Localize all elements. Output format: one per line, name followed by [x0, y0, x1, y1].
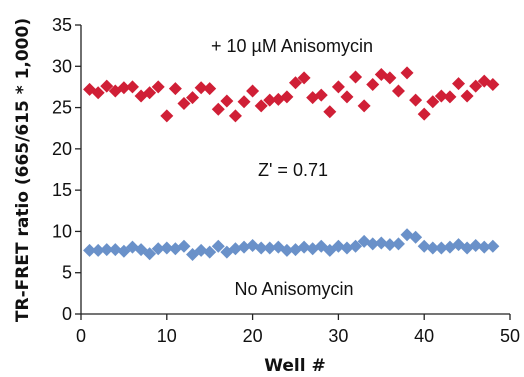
annotation-z-prime: Z' = 0.71	[258, 160, 328, 180]
anisomycin-point	[91, 86, 105, 100]
anisomycin-point	[168, 82, 182, 96]
no-anisomycin-point	[477, 240, 491, 254]
x-tick-label: 20	[243, 326, 263, 346]
anisomycin-point	[417, 107, 431, 121]
anisomycin-point	[203, 82, 217, 96]
anisomycin-point	[246, 84, 260, 98]
no-anisomycin-point	[83, 243, 97, 257]
no-anisomycin-point	[100, 243, 114, 257]
no-anisomycin-point	[349, 239, 363, 253]
anisomycin-point	[117, 81, 131, 95]
y-tick-label: 15	[52, 180, 72, 200]
anisomycin-point	[400, 66, 414, 80]
no-anisomycin-point	[211, 239, 225, 253]
anisomycin-point	[340, 90, 354, 104]
annotation-unstimulated: No Anisomycin	[234, 279, 353, 299]
x-tick-label: 40	[414, 326, 434, 346]
y-tick-label: 5	[62, 263, 72, 283]
no-anisomycin-point	[108, 243, 122, 257]
no-anisomycin-point	[340, 241, 354, 255]
no-anisomycin-point	[134, 243, 148, 257]
no-anisomycin-point	[203, 245, 217, 259]
anisomycin-point	[125, 80, 139, 94]
anisomycin-point	[100, 79, 114, 93]
anisomycin-point	[194, 81, 208, 95]
no-anisomycin-point	[426, 241, 440, 255]
anisomycin-point	[263, 93, 277, 107]
anisomycin-point	[366, 77, 380, 91]
y-tick-label: 0	[62, 304, 72, 324]
no-anisomycin-point	[366, 237, 380, 251]
no-anisomycin-point	[409, 230, 423, 244]
no-anisomycin-point	[383, 238, 397, 252]
no-anisomycin-point	[374, 236, 388, 250]
y-tick-label: 35	[52, 15, 72, 35]
no-anisomycin-point	[469, 238, 483, 252]
anisomycin-point	[186, 91, 200, 105]
anisomycin-point	[383, 71, 397, 85]
anisomycin-point	[486, 77, 500, 91]
no-anisomycin-point	[434, 241, 448, 255]
no-anisomycin-point	[331, 239, 345, 253]
anisomycin-point	[211, 102, 225, 116]
data-markers	[83, 66, 500, 262]
no-anisomycin-point	[194, 243, 208, 257]
anisomycin-point	[289, 76, 302, 90]
no-anisomycin-point	[143, 247, 157, 261]
x-tick-label: 0	[76, 326, 86, 346]
anisomycin-point	[228, 109, 242, 123]
no-anisomycin-point	[237, 240, 251, 254]
x-tick-label: 10	[157, 326, 177, 346]
anisomycin-point	[297, 71, 311, 85]
anisomycin-point	[323, 105, 337, 119]
annotation-stimulated: + 10 µM Anisomycin	[211, 36, 373, 56]
x-tick-label: 30	[328, 326, 348, 346]
anisomycin-point	[177, 96, 191, 110]
anisomycin-point	[280, 90, 294, 104]
anisomycin-point	[357, 99, 371, 113]
anisomycin-point	[443, 90, 457, 104]
no-anisomycin-point	[254, 241, 268, 255]
no-anisomycin-point	[228, 242, 242, 256]
anisomycin-point	[151, 80, 165, 94]
x-tick-label: 50	[500, 326, 520, 346]
anisomycin-point	[314, 88, 328, 102]
no-anisomycin-point	[177, 239, 191, 253]
y-tick-label: 30	[52, 56, 72, 76]
y-tick-label: 25	[52, 98, 72, 118]
anisomycin-point	[426, 95, 440, 109]
no-anisomycin-point	[486, 239, 500, 253]
anisomycin-point	[409, 93, 423, 107]
no-anisomycin-point	[417, 239, 431, 253]
anisomycin-point	[254, 99, 268, 113]
anisomycin-point	[331, 80, 345, 94]
anisomycin-point	[143, 86, 157, 100]
anisomycin-point	[452, 77, 466, 91]
anisomycin-point	[349, 70, 363, 84]
no-anisomycin-point	[263, 241, 277, 255]
anisomycin-point	[220, 94, 234, 108]
anisomycin-point	[237, 95, 251, 109]
no-anisomycin-point	[280, 243, 294, 257]
y-tick-label: 10	[52, 221, 72, 241]
tick-labels: 0 5 10 15 20 25 30 35 0 10 20 30 40 50	[52, 15, 520, 346]
x-axis-title: Well #	[264, 356, 326, 376]
no-anisomycin-point	[391, 237, 405, 251]
anisomycin-point	[391, 84, 405, 98]
no-anisomycin-point	[160, 241, 174, 255]
y-tick-label: 20	[52, 139, 72, 159]
y-axis-title: TR-FRET ratio (665/615 * 1,000)	[13, 18, 33, 322]
anisomycin-point	[460, 89, 474, 103]
no-anisomycin-point	[297, 240, 311, 254]
no-anisomycin-point	[151, 242, 165, 256]
anisomycin-point	[469, 79, 483, 93]
axes	[75, 24, 511, 320]
anisomycin-point	[160, 109, 174, 123]
anisomycin-point	[434, 89, 448, 103]
no-anisomycin-point	[91, 243, 105, 257]
